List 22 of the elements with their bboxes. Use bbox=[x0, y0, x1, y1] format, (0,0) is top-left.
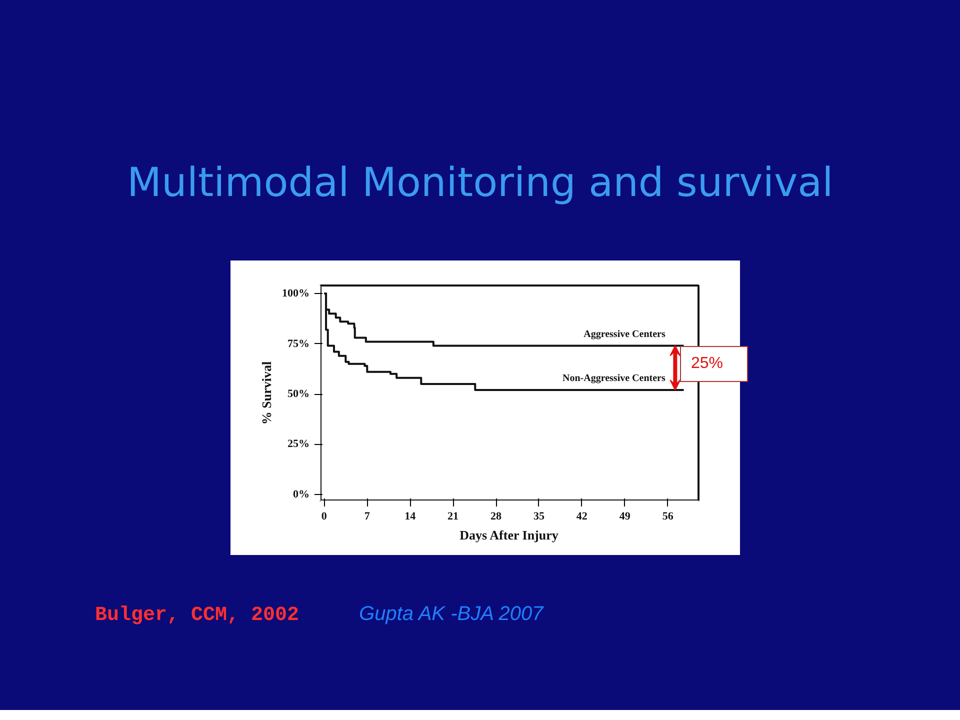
x-tick-label: 0 bbox=[321, 510, 328, 522]
text: Bulger, CCM, 2002 bbox=[95, 604, 300, 627]
text: Gupta AK -BJA 2007 bbox=[359, 603, 544, 625]
x-tick-label: 7 bbox=[364, 510, 370, 522]
x-axis-title: Days After Injury bbox=[460, 528, 559, 542]
x-tick-label: 28 bbox=[490, 510, 502, 522]
y-tick-label: 100% bbox=[282, 288, 310, 300]
y-tick-label: 0% bbox=[293, 488, 310, 500]
x-tick-label: 35 bbox=[533, 510, 545, 522]
annotation: 25% bbox=[691, 354, 724, 374]
chart-title: Multimodal Monitoring and survival bbox=[127, 159, 834, 208]
x-tick-label: 49 bbox=[619, 510, 631, 522]
y-tick-label: 50% bbox=[288, 388, 310, 400]
y-tick-label: 25% bbox=[288, 438, 310, 450]
x-tick-label: 42 bbox=[576, 510, 588, 522]
x-tick-label: 14 bbox=[404, 510, 416, 522]
x-tick-label: 21 bbox=[448, 510, 459, 522]
y-tick-label: 75% bbox=[288, 338, 310, 350]
series-label: Aggressive Centers bbox=[584, 328, 666, 340]
series-label: Non-Aggressive Centers bbox=[562, 372, 666, 384]
x-tick-label: 56 bbox=[662, 510, 674, 522]
y-axis-title: % Survival bbox=[259, 361, 274, 425]
